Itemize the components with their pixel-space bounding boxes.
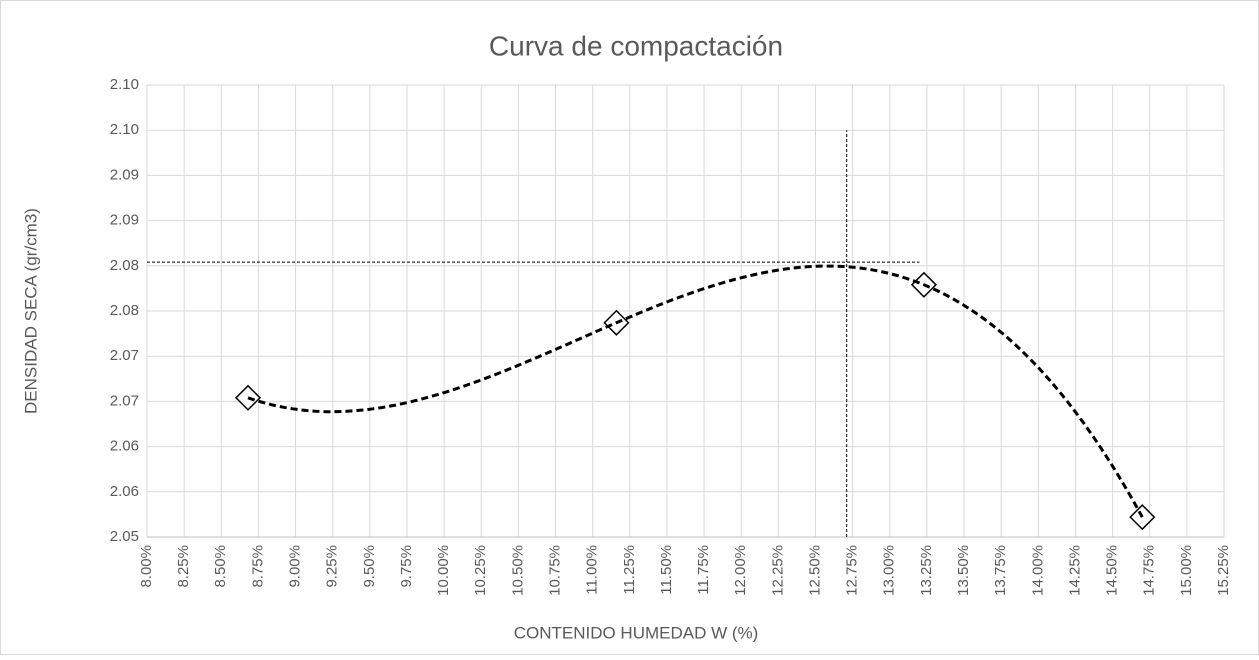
x-tick-label: 14.75% [1141, 545, 1158, 596]
trendline [247, 264, 1144, 518]
x-tick-label: 14.00% [1029, 545, 1046, 596]
x-tick-label: 8.00% [138, 545, 155, 588]
x-tick-label: 11.75% [695, 545, 712, 595]
x-tick-label: 11.00% [584, 545, 601, 595]
y-tick-label: 2.09 [110, 212, 139, 229]
y-tick-label: 2.10 [110, 76, 139, 93]
x-tick-label: 14.25% [1066, 545, 1083, 596]
x-tick-label: 9.75% [398, 545, 415, 588]
y-tick-label: 2.05 [110, 528, 139, 545]
y-tick-label: 2.06 [110, 438, 139, 455]
chart-title: Curva de compactación [489, 30, 783, 61]
x-tick-label: 11.50% [658, 545, 675, 595]
y-tick-label: 2.10 [110, 121, 139, 138]
y-axis-title: DENSIDAD SECA (gr/cm3) [21, 208, 40, 414]
x-tick-label: 13.50% [955, 545, 972, 596]
x-axis-title: CONTENIDO HUMEDAD W (%) [514, 623, 759, 642]
x-tick-label: 8.50% [212, 545, 229, 588]
marker [1129, 504, 1156, 531]
y-tick-label: 2.09 [110, 166, 139, 183]
x-tick-label: 10.50% [509, 545, 526, 596]
x-tick-label: 9.00% [287, 545, 304, 588]
y-tick-label: 2.07 [110, 347, 139, 364]
x-tick-label: 13.00% [881, 545, 898, 596]
x-tick-label: 9.25% [324, 545, 341, 588]
x-tick-label: 12.25% [769, 545, 786, 596]
x-tick-label: 14.50% [1104, 545, 1121, 596]
x-tick-label: 13.75% [992, 545, 1009, 596]
x-tick-label: 10.75% [546, 545, 563, 596]
x-tick-label: 8.25% [175, 545, 192, 588]
x-tick-label: 10.25% [472, 545, 489, 596]
x-tick-label: 12.00% [732, 545, 749, 596]
x-tick-label: 12.75% [844, 545, 861, 596]
y-tick-label: 2.07 [110, 392, 139, 409]
y-tick-label: 2.08 [110, 257, 139, 274]
y-tick-label: 2.06 [110, 483, 139, 500]
x-tick-label: 8.75% [249, 545, 266, 588]
x-tick-label: 15.25% [1215, 545, 1232, 596]
x-tick-label: 11.25% [621, 545, 638, 595]
x-tick-label: 10.00% [435, 545, 452, 596]
x-tick-label: 12.50% [806, 545, 823, 596]
y-tick-label: 2.08 [110, 302, 139, 319]
x-tick-label: 13.25% [918, 545, 935, 596]
x-tick-label: 15.00% [1178, 545, 1195, 596]
x-tick-label: 9.50% [361, 545, 378, 588]
